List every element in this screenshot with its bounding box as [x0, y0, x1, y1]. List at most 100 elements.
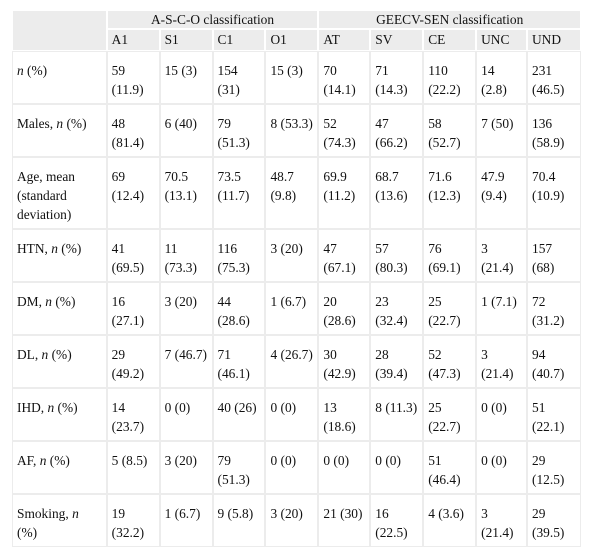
table-cell: 14 (23.7) — [107, 389, 159, 440]
header-columns-row: A1 S1 C1 O1 AT SV CE UNC UND — [13, 30, 580, 50]
table-cell: 3 (20) — [266, 230, 318, 281]
table-cell: 29 (39.5) — [528, 495, 580, 546]
table-cell: 51 (22.1) — [528, 389, 580, 440]
header-corner — [13, 11, 106, 50]
table-cell: 23 (32.4) — [371, 283, 423, 334]
table-cell: 76 (69.1) — [424, 230, 476, 281]
row-label-variable: n — [41, 347, 49, 362]
row-label-variable: n — [39, 453, 47, 468]
table-row: Males, n (%) 48 (81.4) 6 (40) 79 (51.3) 8 (5… — [13, 105, 580, 156]
table-cell: 16 (22.5) — [371, 495, 423, 546]
table-cell: 116 (75.3) — [213, 230, 265, 281]
table-cell: 69 (12.4) — [107, 158, 159, 228]
column-header: UND — [528, 30, 580, 50]
table-cell: 9 (5.8) — [213, 495, 265, 546]
row-label: DM, n (%) — [13, 283, 106, 334]
table-row: Age, mean (standard deviation) 69 (12.4) 7… — [13, 158, 580, 228]
row-label-unit: (%) — [48, 347, 72, 362]
table-cell: 72 (31.2) — [528, 283, 580, 334]
table-cell: 40 (26) — [213, 389, 265, 440]
table-cell: 94 (40.7) — [528, 336, 580, 387]
table-cell: 3 (20) — [160, 442, 212, 493]
column-header: SV — [371, 30, 423, 50]
row-label-text: AF, — [17, 453, 40, 468]
table-row: IHD, n (%) 14 (23.7) 0 (0) 40 (26) 0 (0) 13 (… — [13, 389, 580, 440]
row-label: DL, n (%) — [13, 336, 106, 387]
table-cell: 7 (50) — [477, 105, 526, 156]
table-cell: 1 (6.7) — [160, 495, 212, 546]
table-cell: 44 (28.6) — [213, 283, 265, 334]
table-cell: 48 (81.4) — [107, 105, 159, 156]
table-cell: 29 (49.2) — [107, 336, 159, 387]
table-cell: 0 (0) — [266, 442, 318, 493]
table-cell: 47 (67.1) — [319, 230, 370, 281]
header-group-row: A-S-C-O classification GEECV-SEN classif… — [13, 11, 580, 50]
row-label-text: DM, — [17, 294, 46, 309]
table-cell: 79 (51.3) — [213, 105, 265, 156]
row-label-unit: (%) — [57, 241, 82, 256]
table-cell: 3 (21.4) — [477, 230, 526, 281]
table-cell: 11 (73.3) — [160, 230, 212, 281]
table-cell: 1 (7.1) — [477, 283, 526, 334]
row-label: Age, mean (standard deviation) — [13, 158, 106, 228]
table-cell: 0 (0) — [371, 442, 423, 493]
table-cell: 21 (30) — [319, 495, 370, 546]
row-label-unit: (%) — [63, 116, 87, 131]
table-cell: 58 (52.7) — [424, 105, 476, 156]
table-cell: 4 (26.7) — [266, 336, 318, 387]
table-cell: 52 (47.3) — [424, 336, 476, 387]
row-label-variable: n — [51, 241, 58, 256]
row-label: AF, n (%) — [13, 442, 106, 493]
table-cell: 70 (14.1) — [319, 52, 370, 103]
column-header: A1 — [107, 30, 159, 50]
table-cell: 14 (2.8) — [477, 52, 526, 103]
row-label: Smoking, n (%) — [13, 495, 106, 546]
table-cell: 0 (0) — [477, 389, 526, 440]
table-cell: 8 (53.3) — [266, 105, 318, 156]
table-cell: 29 (12.5) — [528, 442, 580, 493]
table-cell: 110 (22.2) — [424, 52, 476, 103]
table-row: Smoking, n (%) 19 (32.2) 1 (6.7) 9 (5.8) 3 (… — [13, 495, 580, 546]
row-label-text: Age, mean (standard deviation) — [17, 169, 76, 222]
table-cell: 231 (46.5) — [528, 52, 580, 103]
table-cell: 41 (69.5) — [107, 230, 159, 281]
table-body: n (%) 59 (11.9) 15 (3) 154 (31) 15 (3) 70 (14… — [13, 52, 580, 546]
table-cell: 20 (28.6) — [319, 283, 370, 334]
column-header: O1 — [266, 30, 318, 50]
table-cell: 68.7 (13.6) — [371, 158, 423, 228]
table-cell: 47.9 (9.4) — [477, 158, 526, 228]
table-cell: 0 (0) — [477, 442, 526, 493]
table-cell: 3 (21.4) — [477, 336, 526, 387]
table-cell: 5 (8.5) — [107, 442, 159, 493]
row-label-text: IHD, — [17, 400, 48, 415]
column-header: AT — [319, 30, 370, 50]
table-cell: 51 (46.4) — [424, 442, 476, 493]
header-group-ascoh: A-S-C-O classification — [107, 11, 318, 28]
row-label-text: HTN, — [17, 241, 52, 256]
table-row: DM, n (%) 16 (27.1) 3 (20) 44 (28.6) 1 (6.7)… — [13, 283, 580, 334]
table-cell: 1 (6.7) — [266, 283, 318, 334]
table-cell: 3 (20) — [160, 283, 212, 334]
table-cell: 79 (51.3) — [213, 442, 265, 493]
table-cell: 71 (14.3) — [371, 52, 423, 103]
row-label-text: DL, — [17, 347, 42, 362]
row-label-unit: (%) — [23, 63, 48, 78]
table-cell: 70.5 (13.1) — [160, 158, 212, 228]
table-cell: 3 (20) — [266, 495, 318, 546]
row-label-unit: (%) — [51, 294, 76, 309]
table-cell: 70.4 (10.9) — [528, 158, 580, 228]
row-label: IHD, n (%) — [13, 389, 106, 440]
header-group-geecv: GEECV-SEN classification — [319, 11, 580, 28]
table-cell: 15 (3) — [266, 52, 318, 103]
table-cell: 3 (21.4) — [477, 495, 526, 546]
table-cell: 47 (66.2) — [371, 105, 423, 156]
table-cell: 13 (18.6) — [319, 389, 370, 440]
table-cell: 0 (0) — [266, 389, 318, 440]
table-cell: 19 (32.2) — [107, 495, 159, 546]
table-cell: 4 (3.6) — [424, 495, 476, 546]
column-header: UNC — [477, 30, 526, 50]
table-cell: 136 (58.9) — [528, 105, 580, 156]
table-cell: 0 (0) — [319, 442, 370, 493]
row-label-unit: (%) — [17, 525, 38, 540]
